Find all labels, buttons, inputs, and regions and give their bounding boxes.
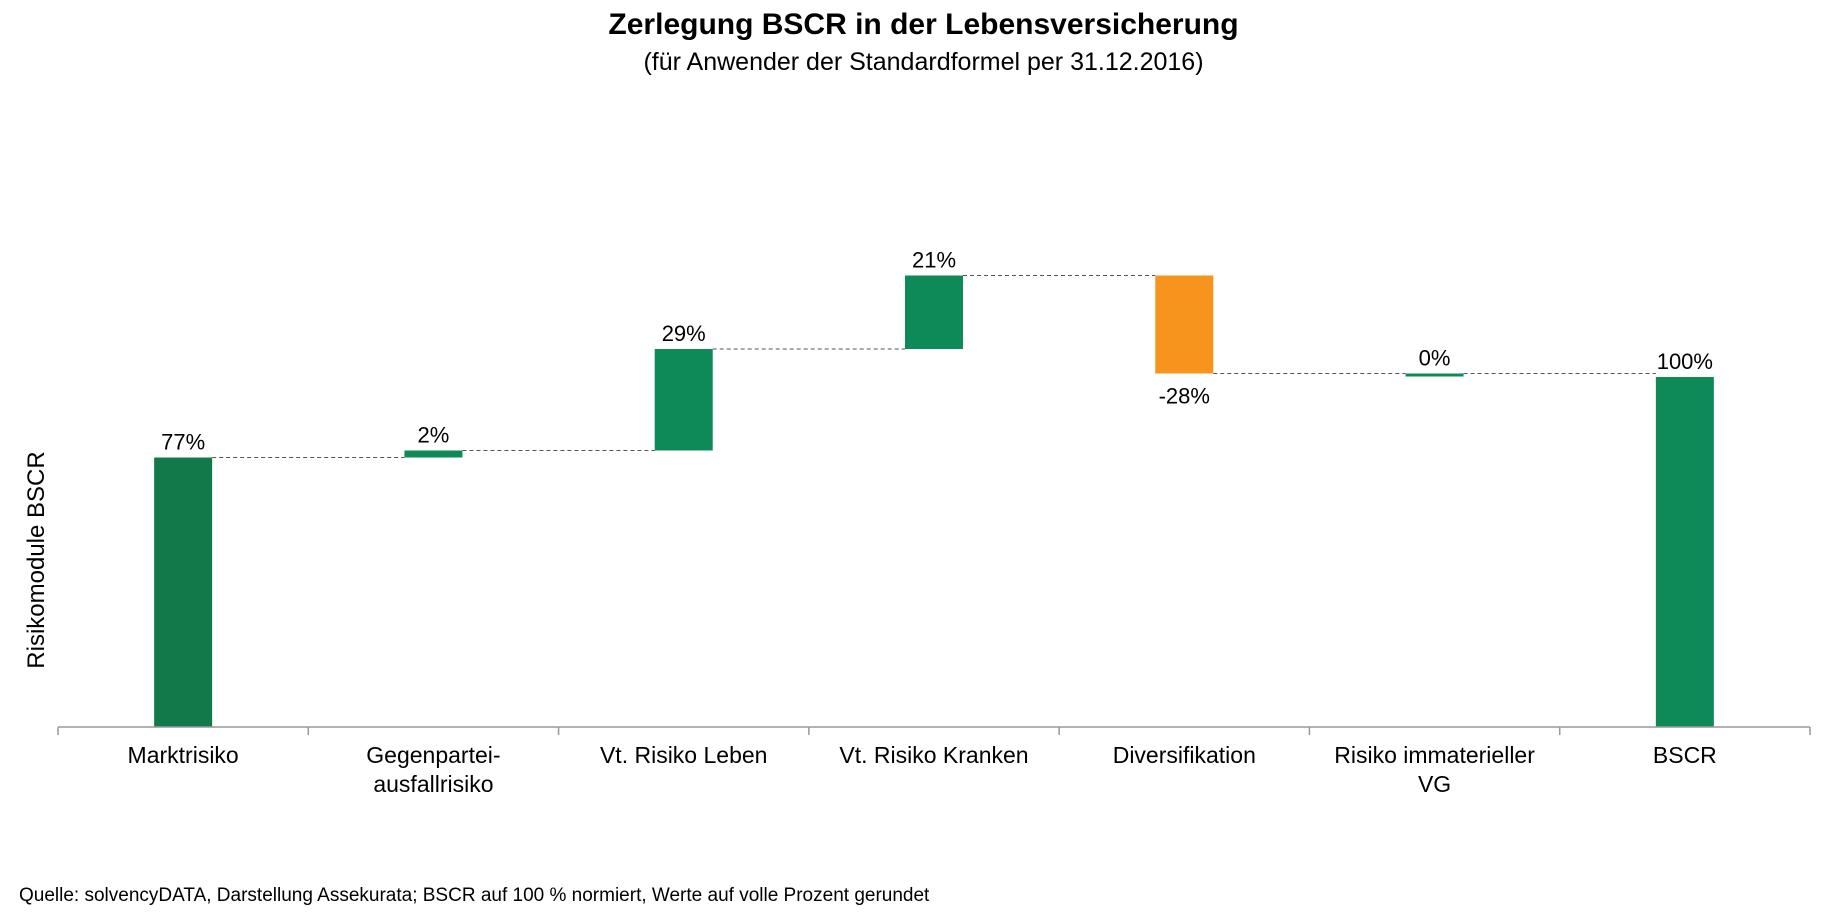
bar-vt-risiko-leben: [654, 349, 713, 451]
data-label: -28%: [1159, 384, 1210, 409]
bar-risiko-immaterieller-vg: [1405, 373, 1464, 377]
data-label: 77%: [161, 430, 205, 455]
bar-bscr: [1655, 377, 1714, 727]
source-note: Quelle: solvencyDATA, Darstellung Asseku…: [19, 885, 930, 906]
x-tick-label: BSCR: [1653, 742, 1717, 768]
x-tick-label: Gegenpartei-ausfallrisiko: [366, 742, 500, 797]
x-tick-label: Vt. Risiko Leben: [600, 742, 767, 768]
data-label: 100%: [1657, 349, 1713, 374]
x-tick-label: Vt. Risiko Kranken: [839, 742, 1028, 768]
chart-subtitle: (für Anwender der Standardformel per 31.…: [643, 48, 1204, 76]
x-tick-label: Diversifikation: [1113, 742, 1256, 768]
bar-marktrisiko: [154, 457, 213, 727]
bar-vt-risiko-kranken: [905, 275, 963, 349]
chart-title: Zerlegung BSCR in der Lebensversicherung: [608, 8, 1239, 41]
data-label: 0%: [1419, 346, 1451, 371]
x-tick-label: Risiko immaterieller VG: [1334, 742, 1535, 797]
bar-gegenpartei-ausfallrisiko: [404, 450, 463, 458]
data-label: 2%: [418, 423, 450, 448]
x-tick-label: Marktrisiko: [128, 742, 239, 768]
data-label: 21%: [912, 248, 956, 273]
data-label: 29%: [662, 321, 706, 346]
bar-diversifikation: [1155, 275, 1214, 374]
